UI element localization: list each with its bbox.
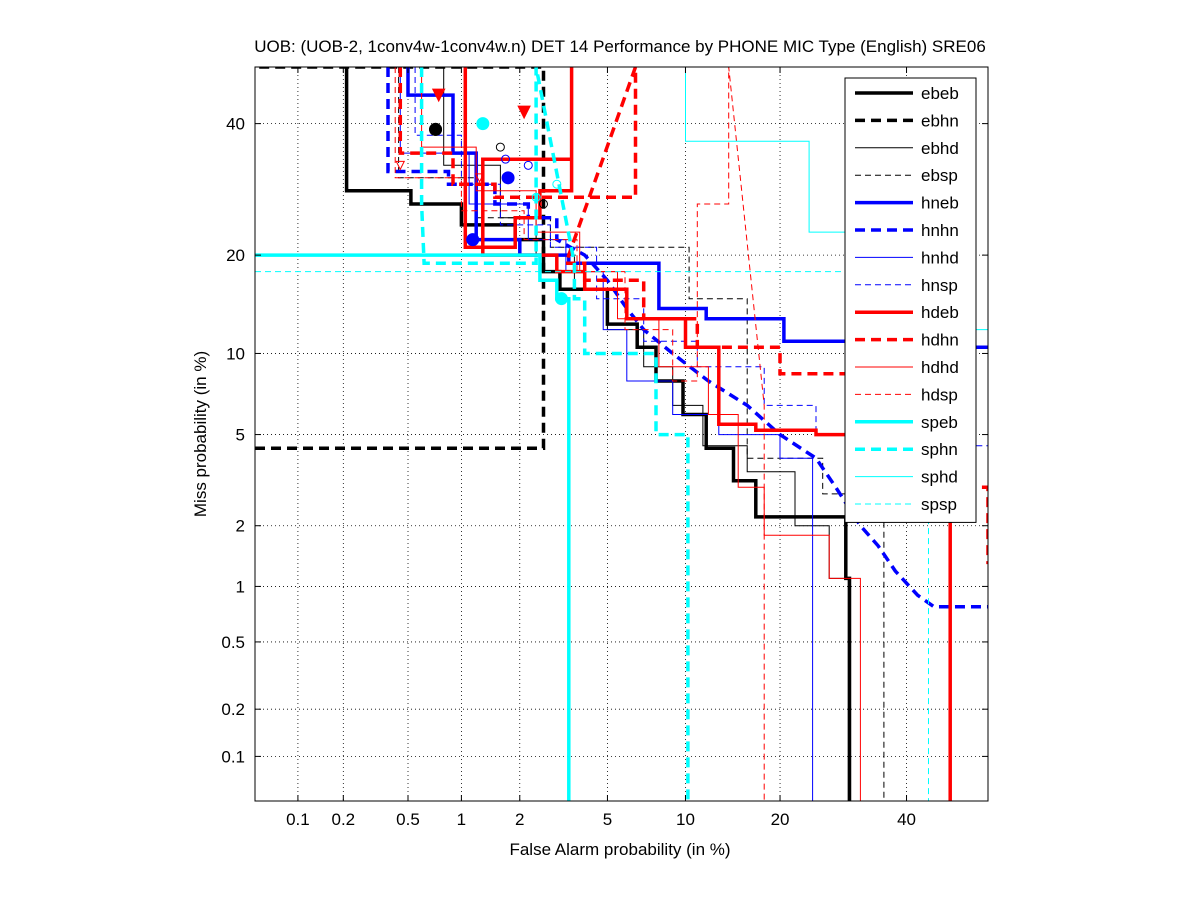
y-tick-label: 0.2: [221, 700, 245, 719]
legend-label-ebhn: ebhn: [921, 111, 959, 130]
series-line-sphn: [419, 67, 690, 801]
legend-label-hneb: hneb: [921, 194, 959, 213]
y-tick-label: 40: [226, 115, 245, 134]
legend-label-hnhd: hnhd: [921, 248, 959, 267]
series-line-speb: [255, 253, 571, 801]
marker-hneb: [466, 233, 480, 247]
legend-label-sphd: sphd: [921, 468, 958, 487]
x-tick-label: 0.1: [286, 810, 310, 829]
marker-hnhn: [501, 171, 515, 185]
x-axis-label: False Alarm probability (in %): [509, 840, 730, 859]
legend-label-ebsp: ebsp: [921, 166, 958, 185]
x-tick-label: 1: [457, 810, 466, 829]
plot-frame: [254, 66, 989, 802]
series-markers: [395, 88, 568, 306]
marker-hdsp: [395, 160, 406, 171]
marker-ebhd: [495, 142, 505, 152]
y-tick-label: 20: [226, 246, 245, 265]
series-lines: [255, 67, 988, 801]
series-line-spsp: [255, 271, 929, 801]
series-line-ebhn: [255, 67, 546, 450]
legend-label-spsp: spsp: [921, 495, 957, 514]
x-tick-label: 0.2: [331, 810, 355, 829]
marker-ebhn: [429, 122, 443, 136]
x-tick-label: 5: [603, 810, 612, 829]
y-tick-label: 1: [236, 577, 245, 596]
legend-label-hdsp: hdsp: [921, 385, 958, 404]
x-tick-label: 10: [676, 810, 695, 829]
legend-label-hdhd: hdhd: [921, 358, 959, 377]
marker-hnsp: [523, 160, 533, 170]
axis-ticks: 0.1 0.2 0.5 1 2 5 10 20 40 0.1 0.2 0.5 1 2 5 10 20 40: [221, 67, 988, 829]
y-tick-label: 5: [236, 426, 245, 445]
x-tick-label: 20: [771, 810, 790, 829]
legend-label-speb: speb: [921, 413, 958, 432]
x-tick-label: 0.5: [396, 810, 420, 829]
marker-ebsp: [538, 199, 548, 209]
series-line-hdhn: [398, 67, 988, 565]
y-tick-label: 0.5: [221, 633, 245, 652]
y-tick-label: 2: [236, 517, 245, 536]
legend-label-ebhd: ebhd: [921, 139, 959, 158]
marker-hdhn: [431, 88, 446, 103]
y-tick-label: 10: [226, 344, 245, 363]
y-tick-label: 0.1: [221, 747, 245, 766]
marker-hdhd: [474, 173, 485, 183]
marker-speb: [554, 292, 568, 306]
marker-spsp: [531, 192, 541, 202]
legend-label-hnhn: hnhn: [921, 221, 959, 240]
series-line-hdsp: [394, 67, 765, 801]
marker-hdeb: [517, 105, 531, 120]
y-axis-label: Miss probability (in %): [191, 351, 210, 517]
marker-hnhd: [501, 154, 511, 164]
chart-title: UOB: (UOB-2, 1conv4w-1conv4w.n) DET 14 P…: [254, 37, 986, 56]
x-tick-label: 2: [515, 810, 524, 829]
legend-label-hdeb: hdeb: [921, 303, 959, 322]
legend-label-hdhn: hdhn: [921, 331, 959, 350]
legend-label-sphn: sphn: [921, 440, 958, 459]
marker-sphd: [552, 179, 562, 189]
x-tick-label: 40: [897, 810, 916, 829]
series-line-hnhd: [399, 67, 814, 801]
series-line-hdhd: [421, 67, 861, 801]
legend: ebeb ebhn ebhd ebsp hneb hnhn hnhd hnsp hdeb hdhn…: [844, 77, 977, 523]
legend-label-ebeb: ebeb: [921, 84, 959, 103]
legend-label-hnsp: hnsp: [921, 276, 958, 295]
marker-sphn: [476, 117, 490, 131]
